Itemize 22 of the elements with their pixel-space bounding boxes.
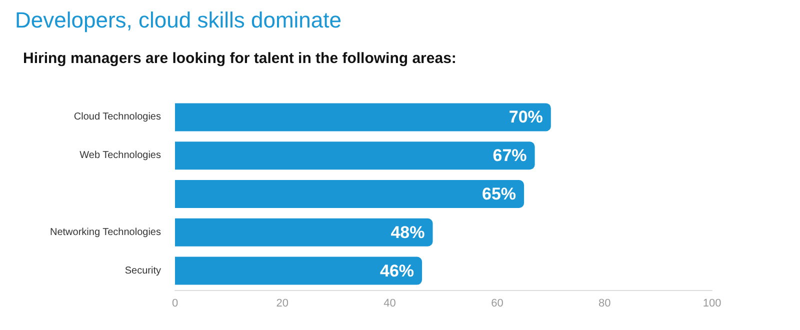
- bar: [175, 103, 551, 132]
- data-label: 70%: [508, 108, 543, 127]
- data-label: 48%: [390, 222, 425, 242]
- x-tick-label: 80: [598, 298, 611, 310]
- bar: [175, 142, 535, 170]
- y-tick-label: Cloud Technologies: [74, 112, 161, 123]
- data-label: 65%: [482, 184, 516, 204]
- bar: [175, 256, 422, 285]
- x-tick-label: 40: [384, 298, 396, 310]
- x-tick-label: 60: [491, 298, 504, 310]
- y-tick-label: Security: [124, 265, 161, 276]
- bar: [175, 218, 433, 246]
- data-label: 67%: [492, 146, 527, 166]
- chart-subtitle: Hiring managers are looking for talent in the following areas:: [23, 50, 456, 67]
- x-tick-label: 100: [702, 298, 722, 310]
- y-tick-label: Networking Technologies: [50, 226, 161, 238]
- chart-title: Developers, cloud skills dominate: [15, 8, 342, 32]
- x-tick-label: 20: [276, 298, 289, 310]
- data-label: 46%: [380, 261, 414, 280]
- y-tick-label: Web Technologies: [80, 150, 161, 162]
- x-tick-label: 0: [172, 298, 178, 310]
- bar: [175, 180, 524, 208]
